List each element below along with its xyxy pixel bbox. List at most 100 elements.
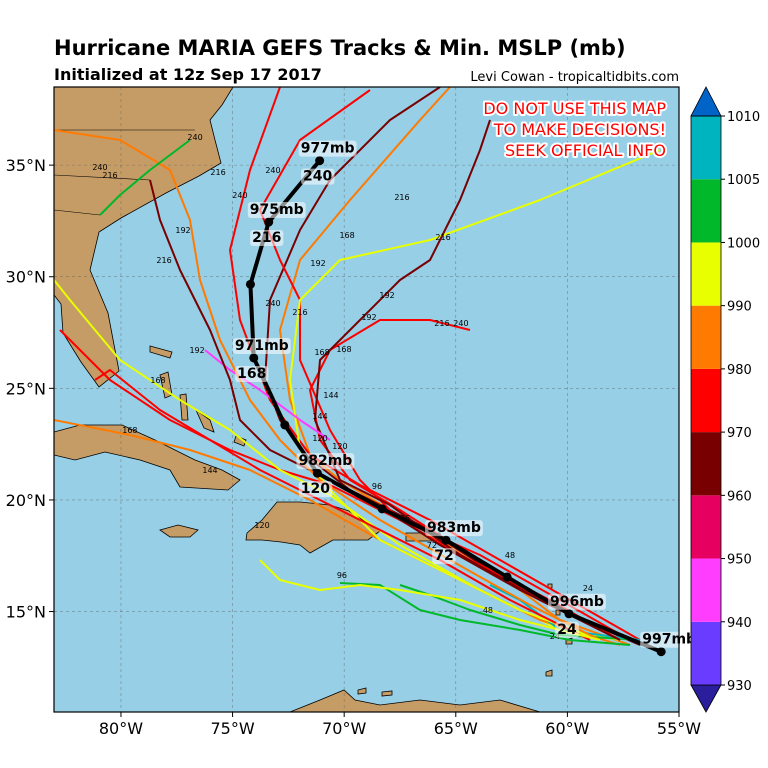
colorbar-under bbox=[690, 684, 722, 713]
hour-label: 216 bbox=[435, 233, 450, 242]
x-tick-label: 80°W bbox=[99, 719, 143, 738]
colorbar-label: 960 bbox=[727, 489, 752, 504]
colorbar-label: 970 bbox=[727, 426, 752, 441]
land bbox=[54, 87, 573, 712]
x-tick-label: 70°W bbox=[322, 719, 366, 738]
x-tick-label: 75°W bbox=[210, 719, 254, 738]
colorbar-segment bbox=[691, 495, 721, 559]
colorbar-segment bbox=[691, 621, 721, 685]
warning-text: SEEK OFFICIAL INFO bbox=[505, 141, 666, 160]
hour-label-mean: 216 bbox=[252, 230, 281, 246]
label-box bbox=[298, 481, 333, 498]
colorbar-segment bbox=[691, 368, 721, 433]
hour-label: 48 bbox=[483, 606, 493, 615]
map-frame bbox=[53, 86, 680, 713]
mean-point bbox=[377, 504, 387, 514]
hour-label: 216 bbox=[210, 168, 225, 177]
hour-label: 96 bbox=[337, 571, 347, 580]
credit: Levi Cowan - tropicaltidbits.com bbox=[470, 70, 679, 85]
hour-label: 168 bbox=[339, 231, 354, 240]
hour-label: 144 bbox=[323, 391, 338, 400]
hour-label: 72 bbox=[427, 541, 437, 550]
hour-label: 168 bbox=[150, 376, 165, 385]
mean-point bbox=[249, 353, 259, 363]
mslp-label: 996mb bbox=[550, 594, 604, 610]
x-tick-label: 60°W bbox=[545, 719, 589, 738]
hour-label: 144 bbox=[202, 466, 217, 475]
label-box bbox=[247, 202, 306, 219]
mean-point bbox=[312, 468, 322, 478]
hour-label: 48 bbox=[505, 551, 515, 560]
colorbar-label: 950 bbox=[727, 553, 752, 568]
label-box bbox=[235, 365, 269, 382]
mean-point bbox=[264, 217, 274, 227]
colorbar-segment bbox=[691, 242, 721, 306]
hour-label: 216 bbox=[434, 319, 449, 328]
warning-text: DO NOT USE THIS MAP bbox=[483, 99, 666, 118]
mslp-label: 983mb bbox=[427, 520, 481, 536]
mslp-label: 971mb bbox=[235, 338, 289, 354]
warning-halo: DO NOT USE THIS MAP bbox=[483, 99, 666, 118]
hour-label: 216 bbox=[102, 171, 117, 180]
colorbar-label: 1005 bbox=[727, 173, 760, 188]
hour-label: 120 bbox=[254, 521, 269, 530]
colorbar-segment bbox=[691, 179, 721, 243]
mslp-label: 982mb bbox=[298, 453, 352, 469]
warning-halo: TO MAKE DECISIONS! bbox=[493, 120, 666, 139]
hour-label: 96 bbox=[372, 482, 382, 491]
hour-label-mean: 120 bbox=[301, 481, 330, 497]
hour-label: 168 bbox=[336, 345, 351, 354]
hour-label: 240 bbox=[453, 319, 468, 328]
label-box bbox=[432, 548, 456, 565]
hour-label: 144 bbox=[312, 412, 327, 421]
hour-label: 216 bbox=[156, 256, 171, 265]
y-tick-label: 35°N bbox=[6, 156, 46, 175]
hour-label: 216 bbox=[292, 308, 307, 317]
mean-point bbox=[245, 279, 255, 289]
hour-label: 168 bbox=[122, 426, 137, 435]
mean-point bbox=[564, 609, 574, 619]
hour-label: 240 bbox=[265, 166, 280, 175]
colorbar-label: 940 bbox=[727, 616, 752, 631]
mean-point bbox=[315, 156, 325, 166]
label-box bbox=[296, 453, 355, 470]
mslp-label: 977mb bbox=[301, 141, 355, 157]
mslp-label: 975mb bbox=[250, 202, 304, 218]
y-tick-label: 20°N bbox=[6, 491, 46, 510]
colorbar-segment bbox=[691, 558, 721, 622]
subtitle: Initialized at 12z Sep 17 2017 bbox=[54, 65, 322, 84]
hour-label: 192 bbox=[189, 346, 204, 355]
y-tick-label: 30°N bbox=[6, 268, 46, 287]
colorbar-label: 980 bbox=[727, 363, 752, 378]
colorbar-label: 1010 bbox=[727, 110, 760, 125]
label-box bbox=[232, 337, 291, 354]
label-box bbox=[425, 520, 483, 537]
mean-point bbox=[656, 647, 666, 657]
colorbar-segment bbox=[691, 116, 721, 180]
mean-point bbox=[280, 420, 290, 430]
warning-text: TO MAKE DECISIONS! bbox=[493, 120, 666, 139]
label-box bbox=[555, 621, 579, 638]
label-box bbox=[298, 140, 357, 157]
label-box bbox=[301, 168, 335, 185]
hour-label: 120 bbox=[312, 434, 327, 443]
hour-label: 24 bbox=[550, 632, 560, 641]
hour-label: 192 bbox=[310, 259, 325, 268]
hour-label-mean: 240 bbox=[303, 169, 332, 185]
warning-halo: SEEK OFFICIAL INFO bbox=[505, 141, 666, 160]
y-tick-label: 25°N bbox=[6, 379, 46, 398]
colorbar-segment bbox=[691, 432, 721, 496]
hour-label: 240 bbox=[187, 133, 202, 142]
hour-label-mean: 168 bbox=[237, 366, 266, 382]
mean-point bbox=[441, 535, 451, 545]
label-box bbox=[548, 593, 606, 610]
hour-label: 240 bbox=[232, 191, 247, 200]
mslp-label: 997mb bbox=[642, 632, 696, 648]
mean-point bbox=[502, 572, 512, 582]
hour-label: 192 bbox=[379, 291, 394, 300]
hour-label: 168 bbox=[314, 348, 329, 357]
hour-label: 192 bbox=[361, 313, 376, 322]
hour-label: 24 bbox=[583, 584, 593, 593]
colorbar-segment bbox=[691, 305, 721, 369]
